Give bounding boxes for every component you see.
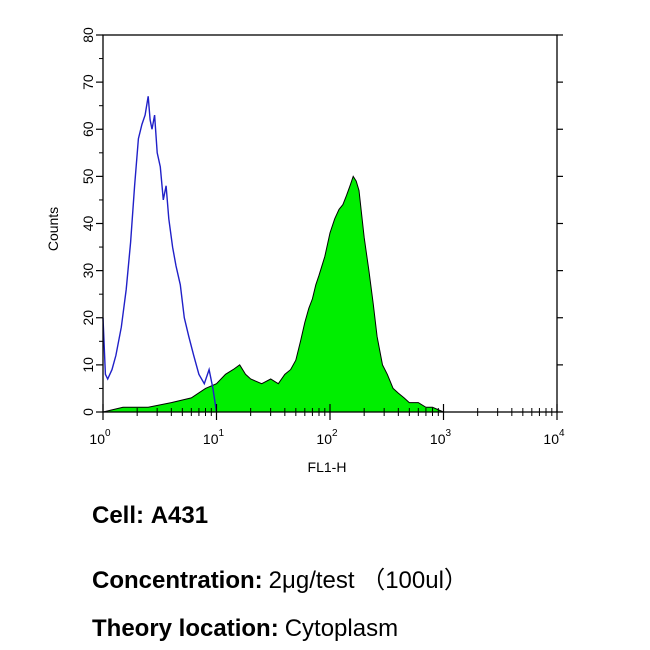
y-tick-label-1: 10 bbox=[80, 357, 96, 373]
y-tick-label-7: 70 bbox=[80, 74, 96, 90]
x-tick-base-4: 10 bbox=[543, 431, 559, 447]
x-tick-label-3: 10 3 bbox=[430, 428, 452, 447]
x-tick-base-3: 10 bbox=[430, 431, 446, 447]
cell-value: A431 bbox=[150, 502, 209, 529]
y-tick-label-0: 0 bbox=[80, 408, 96, 416]
x-tick-label-4: 10 4 bbox=[543, 428, 565, 447]
series-1-area bbox=[102, 175, 449, 413]
x-tick-exp-0: 0 bbox=[105, 428, 111, 439]
x-tick-label-2: 10 2 bbox=[316, 428, 338, 447]
y-tick-label-4: 40 bbox=[80, 216, 96, 232]
x-tick-exp-1: 1 bbox=[219, 428, 225, 439]
x-tick-base-0: 10 bbox=[89, 431, 105, 447]
histogram-chart: 10 0 10 1 10 2 10 3 10 4 0 10 20 30 40 50 60 70 80 FL1-H … bbox=[45, 27, 565, 475]
caption-concentration: Concentration: 2μg/test （100ul） bbox=[92, 560, 468, 595]
y-tick-label-6: 60 bbox=[80, 121, 96, 137]
caption-cell: Cell: A431 bbox=[92, 502, 208, 530]
theory-value: Cytoplasm bbox=[284, 615, 399, 642]
y-tick-label-8: 80 bbox=[80, 27, 96, 43]
y-axis-label: Counts bbox=[45, 207, 61, 251]
concentration-value: 2μg/test （100ul） bbox=[268, 567, 468, 594]
x-tick-base-2: 10 bbox=[316, 431, 332, 447]
y-tick-label-3: 30 bbox=[80, 263, 96, 279]
x-tick-label-0: 10 0 bbox=[89, 428, 111, 447]
cell-label: Cell: bbox=[92, 502, 145, 529]
x-tick-exp-3: 3 bbox=[446, 428, 452, 439]
x-tick-exp-2: 2 bbox=[332, 428, 338, 439]
series-0-line bbox=[102, 96, 218, 413]
y-tick-label-2: 20 bbox=[80, 310, 96, 326]
y-tick-label-5: 50 bbox=[80, 168, 96, 184]
x-tick-label-1: 10 1 bbox=[203, 428, 225, 447]
caption-theory: Theory location: Cytoplasm bbox=[92, 615, 398, 643]
theory-label: Theory location: bbox=[92, 615, 279, 642]
x-axis-label: FL1-H bbox=[308, 459, 347, 475]
x-tick-exp-4: 4 bbox=[559, 428, 565, 439]
concentration-label: Concentration: bbox=[92, 567, 263, 594]
x-tick-base-1: 10 bbox=[203, 431, 219, 447]
